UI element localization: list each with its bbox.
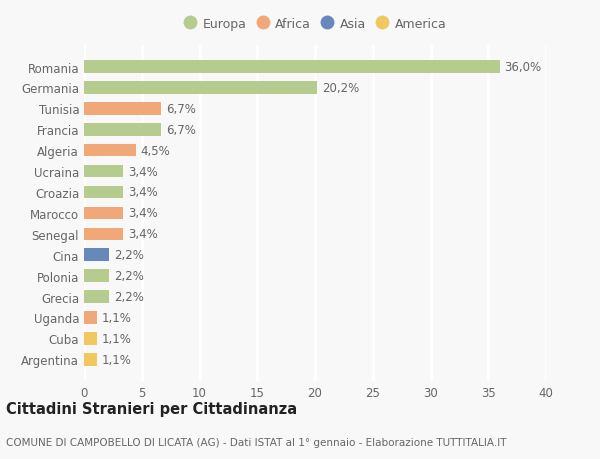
Bar — [84, 207, 123, 220]
Bar — [84, 186, 123, 199]
Text: 6,7%: 6,7% — [166, 103, 196, 116]
Bar — [84, 353, 97, 366]
Bar — [84, 61, 500, 73]
Bar — [84, 270, 109, 282]
Text: 3,4%: 3,4% — [128, 165, 158, 178]
Text: 36,0%: 36,0% — [505, 61, 542, 74]
Text: 2,2%: 2,2% — [114, 269, 144, 282]
Bar — [84, 332, 97, 345]
Text: 1,1%: 1,1% — [101, 353, 131, 366]
Text: 1,1%: 1,1% — [101, 332, 131, 345]
Bar — [84, 249, 109, 262]
Legend: Europa, Africa, Asia, America: Europa, Africa, Asia, America — [181, 15, 449, 33]
Bar — [84, 291, 109, 303]
Text: 6,7%: 6,7% — [166, 123, 196, 136]
Bar — [84, 103, 161, 115]
Text: 3,4%: 3,4% — [128, 207, 158, 220]
Text: 2,2%: 2,2% — [114, 249, 144, 262]
Text: 1,1%: 1,1% — [101, 311, 131, 324]
Text: COMUNE DI CAMPOBELLO DI LICATA (AG) - Dati ISTAT al 1° gennaio - Elaborazione TU: COMUNE DI CAMPOBELLO DI LICATA (AG) - Da… — [6, 437, 506, 447]
Text: 2,2%: 2,2% — [114, 291, 144, 303]
Bar — [84, 228, 123, 241]
Text: 3,4%: 3,4% — [128, 186, 158, 199]
Text: 3,4%: 3,4% — [128, 228, 158, 241]
Bar — [84, 124, 161, 136]
Text: Cittadini Stranieri per Cittadinanza: Cittadini Stranieri per Cittadinanza — [6, 401, 297, 416]
Bar — [84, 312, 97, 324]
Text: 20,2%: 20,2% — [322, 82, 359, 95]
Text: 4,5%: 4,5% — [140, 145, 170, 157]
Bar — [84, 165, 123, 178]
Bar — [84, 82, 317, 95]
Bar — [84, 145, 136, 157]
